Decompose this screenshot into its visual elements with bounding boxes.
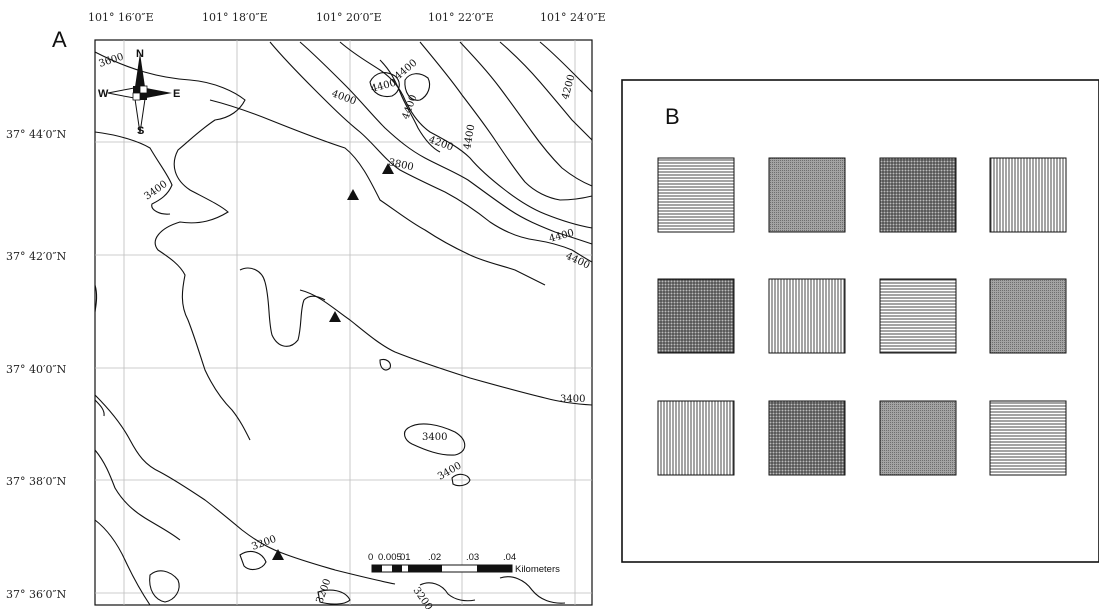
contour-line (94, 519, 151, 606)
pattern-swatch-fine (768, 157, 846, 233)
contour-line (299, 41, 593, 245)
panel-b-letter: B (665, 104, 680, 129)
pattern-swatch-vertical (989, 157, 1067, 233)
contour-lines (94, 41, 593, 606)
compass-west: W (98, 88, 109, 100)
contour-line (539, 41, 593, 93)
contour-line (419, 582, 476, 602)
contour-line (94, 399, 105, 417)
contour-line (379, 59, 441, 153)
contour-line (94, 449, 181, 541)
latitude-labels: 37° 44′0″N 37° 42′0″N 37° 40′0″N 37° 38′… (6, 128, 67, 601)
contour-line (94, 284, 98, 313)
contour-line (379, 358, 391, 371)
contour-line (94, 51, 251, 441)
scale-tick: .02 (428, 552, 441, 563)
lat-label: 37° 42′0″N (6, 250, 67, 263)
compass-north: N (136, 48, 144, 60)
contour-line (209, 99, 546, 286)
contour-line (94, 394, 396, 585)
contour-line (419, 41, 593, 201)
contour-line (451, 473, 471, 487)
compass-east: E (173, 88, 180, 100)
site-marker (272, 549, 284, 560)
lat-label: 37° 38′0″N (6, 475, 67, 488)
contour-line (369, 72, 400, 98)
compass-south: S (137, 125, 144, 137)
site-marker (347, 189, 359, 200)
pattern-grid (657, 157, 1067, 476)
contour-line (403, 423, 466, 456)
contour-line (299, 289, 593, 406)
site-marker (329, 311, 341, 322)
contour-line (339, 41, 593, 229)
contour-line (269, 41, 593, 263)
site-marker (382, 163, 394, 174)
pattern-swatch-horizontal (657, 157, 735, 233)
contour-line (404, 73, 431, 101)
lat-label: 37° 40′0″N (6, 363, 67, 376)
pattern-swatch-vertical (768, 278, 846, 354)
lat-label: 37° 36′0″N (6, 588, 67, 601)
contour-line (239, 267, 326, 347)
lon-label: 101° 16′0″E (88, 11, 154, 24)
scale-tick: .03 (466, 552, 479, 563)
contour-line (499, 41, 593, 141)
scale-tick: 0.005 (378, 552, 402, 563)
pattern-swatch-horizontal (879, 278, 957, 354)
scale-bar: 0 0.005 01 .02 .03 .04 Kilometers (368, 552, 560, 575)
scale-tick: 0 (368, 552, 373, 563)
panel-a-letter: A (52, 27, 67, 52)
contour-line (94, 131, 173, 215)
contour-label: 3800 (387, 157, 414, 173)
lon-label: 101° 20′0″E (316, 11, 382, 24)
contour-line (459, 41, 593, 187)
scale-unit: Kilometers (515, 564, 560, 575)
lon-label: 101° 22′0″E (428, 11, 494, 24)
contour-line (499, 576, 566, 604)
contour-line (317, 589, 351, 605)
pattern-swatch-fine (989, 278, 1067, 354)
scale-tick: .04 (503, 552, 516, 563)
lon-label: 101° 24′0″E (540, 11, 606, 24)
lat-label: 37° 44′0″N (6, 128, 67, 141)
lon-label: 101° 18′0″E (202, 11, 268, 24)
longitude-labels: 101° 16′0″E 101° 18′0″E 101° 20′0″E 101°… (88, 11, 606, 24)
pattern-swatch-crosshatch (768, 400, 846, 476)
contour-line (239, 550, 267, 571)
graticule (95, 40, 592, 605)
contour-label: 4400 (462, 124, 477, 151)
sample-sites (272, 163, 394, 560)
pattern-swatch-crosshatch (879, 157, 957, 233)
panel-b: B (621, 79, 1099, 563)
scale-tick: 01 (400, 552, 411, 563)
pattern-swatch-crosshatch (657, 278, 735, 354)
pattern-swatch-fine (879, 400, 957, 476)
contour-line (149, 570, 180, 603)
contour-label: 3400 (422, 432, 447, 443)
pattern-swatch-vertical (657, 400, 735, 476)
north-arrow: N S W E (98, 48, 180, 137)
map-frame: 3600 4000 4400 4400 4400 4400 4200 4200 … (94, 39, 593, 609)
contour-label: 3400 (560, 394, 585, 405)
pattern-swatch-horizontal (989, 400, 1067, 476)
